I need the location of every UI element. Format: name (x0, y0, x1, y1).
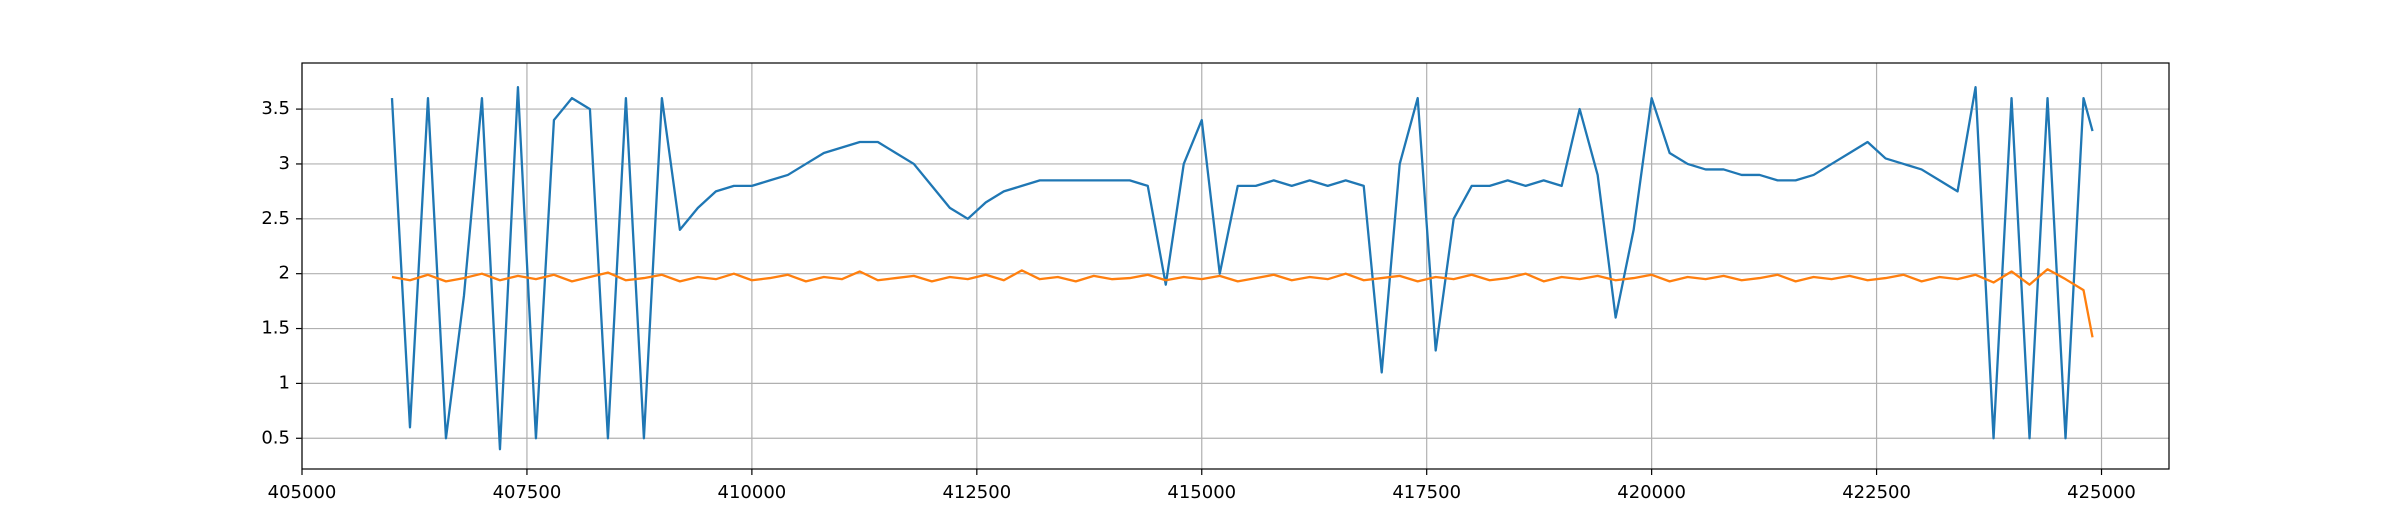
x-tick-label: 417500 (1392, 482, 1461, 503)
x-tick-label: 405000 (268, 482, 337, 503)
y-tick-label: 1 (279, 372, 290, 393)
y-tick-label: 3 (279, 153, 290, 174)
x-tick-label: 407500 (493, 482, 562, 503)
y-tick-label: 3.5 (261, 98, 290, 119)
series-line (391, 268, 2094, 338)
x-tick-label: 410000 (718, 482, 787, 503)
y-tick-label: 0.5 (261, 427, 290, 448)
x-tick-label: 420000 (1617, 482, 1686, 503)
series-line (390, 85, 2094, 451)
y-tick-label: 2 (279, 263, 290, 284)
plot-frame (301, 62, 2170, 470)
y-tick-label: 2.5 (261, 208, 290, 229)
x-tick-label: 425000 (2067, 482, 2136, 503)
x-tick-label: 422500 (1842, 482, 1911, 503)
x-tick-label: 412500 (942, 482, 1011, 503)
x-tick-label: 415000 (1167, 482, 1236, 503)
y-tick-label: 1.5 (261, 318, 290, 339)
